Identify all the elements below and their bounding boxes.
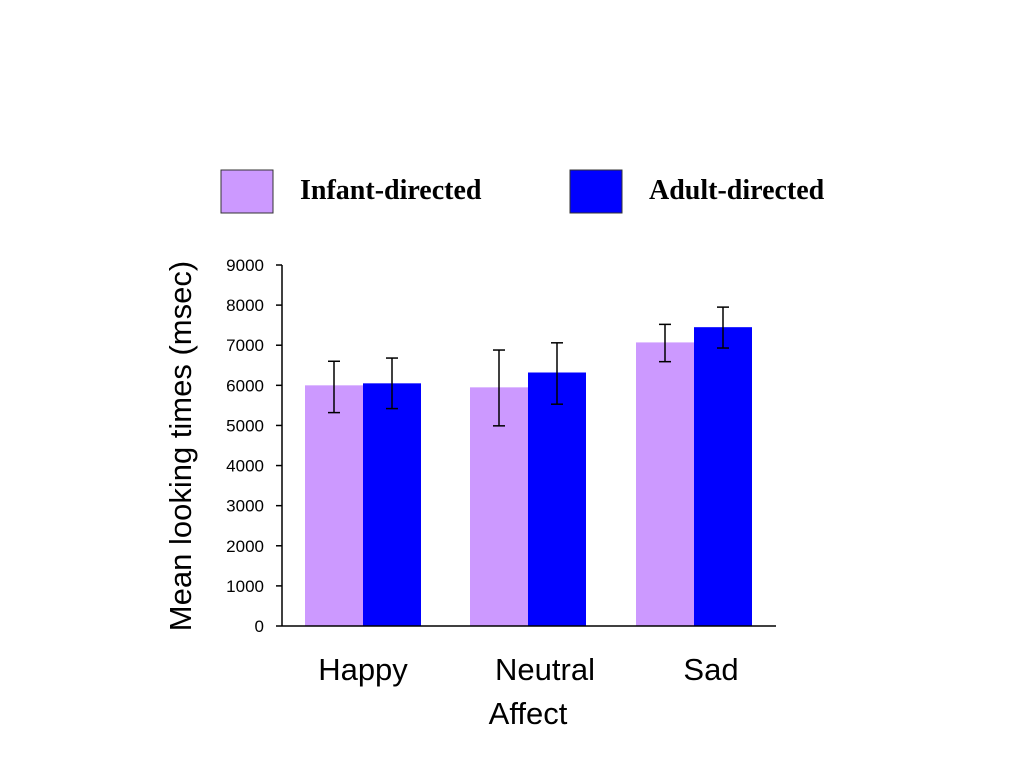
- y-tick-label: 6000: [226, 376, 264, 395]
- error-bar-neutral-infant-directed: [493, 349, 505, 427]
- y-tick-label: 9000: [226, 256, 264, 275]
- y-tick-label: 7000: [226, 336, 264, 355]
- legend-swatch-adult-directed: [569, 169, 623, 214]
- legend: Infant-directed Adult-directed: [220, 169, 825, 214]
- legend-swatch-infant-directed: [220, 169, 274, 214]
- x-tick-label-happy: Happy: [318, 652, 408, 687]
- bar-sad-infant-directed: [636, 342, 694, 626]
- legend-label-adult-directed: Adult-directed: [649, 175, 825, 206]
- bar-happy-adult-directed: [363, 383, 421, 626]
- legend-label-infant-directed: Infant-directed: [300, 175, 482, 206]
- bar-neutral-infant-directed: [470, 387, 528, 626]
- error-bar-happy-adult-directed: [386, 357, 398, 410]
- error-bar-happy-infant-directed: [328, 360, 340, 414]
- y-axis: 0 1000 2000 3000 4000 5000 6000 7000 8000 9000: [226, 256, 283, 636]
- error-bar-neutral-adult-directed: [551, 342, 563, 405]
- x-tick-label-sad: Sad: [683, 652, 738, 687]
- error-bar-sad-infant-directed: [659, 323, 671, 363]
- x-tick-label-neutral: Neutral: [495, 652, 595, 687]
- bar-sad-adult-directed: [694, 327, 752, 626]
- x-axis-title: Affect: [489, 696, 568, 731]
- y-tick-label: 5000: [226, 416, 264, 435]
- y-tick-label: 8000: [226, 296, 264, 315]
- bars-layer: [305, 327, 752, 626]
- bar-happy-infant-directed: [305, 385, 363, 626]
- y-tick-label: 3000: [226, 497, 264, 516]
- x-axis: Happy Neutral Sad: [282, 625, 776, 687]
- y-tick-label: 2000: [226, 537, 264, 556]
- y-axis-title: Mean looking times (msec): [163, 261, 198, 631]
- y-tick-label: 1000: [226, 577, 264, 596]
- error-bar-sad-adult-directed: [717, 306, 729, 349]
- y-tick-label: 0: [255, 617, 264, 636]
- y-tick-label: 4000: [226, 457, 264, 476]
- error-bars-layer: [328, 306, 729, 427]
- bar-neutral-adult-directed: [528, 372, 586, 626]
